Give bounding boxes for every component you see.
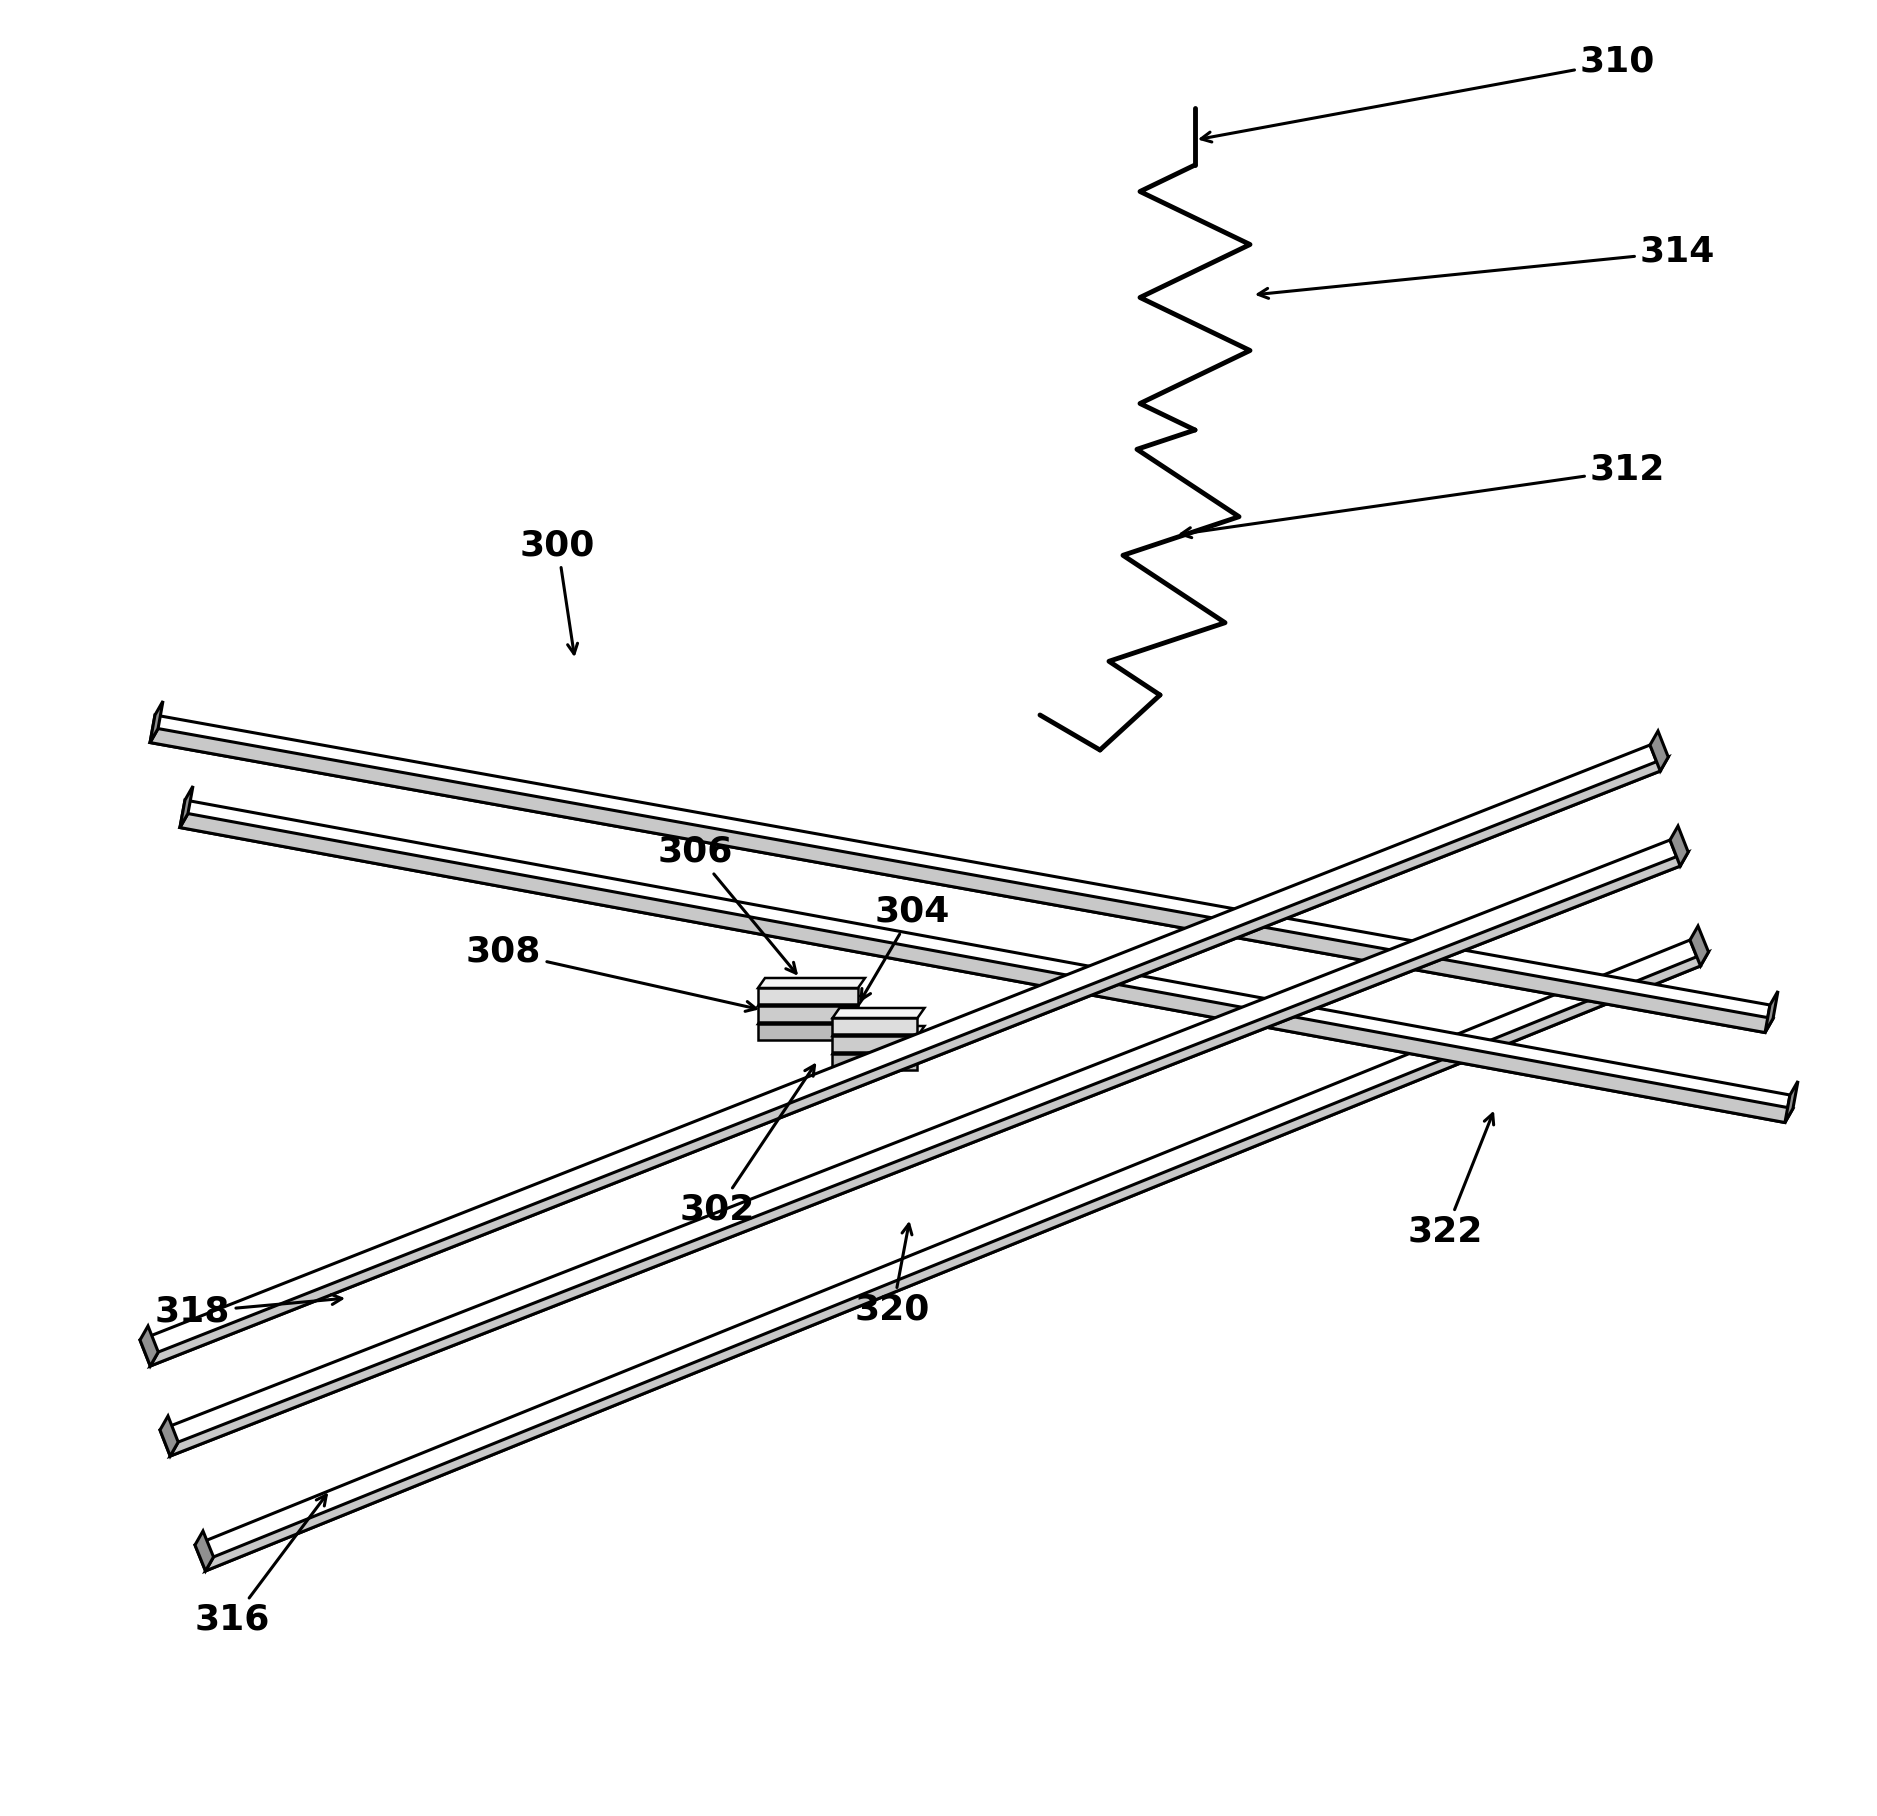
Polygon shape [150,757,1669,1366]
Polygon shape [758,1013,865,1024]
Polygon shape [160,841,1680,1456]
Polygon shape [833,1053,918,1070]
Text: 300: 300 [520,528,595,654]
Text: 318: 318 [156,1295,342,1329]
Text: 310: 310 [1201,45,1656,142]
Text: 304: 304 [862,895,950,999]
Polygon shape [180,801,1791,1122]
Polygon shape [833,1008,925,1019]
Polygon shape [141,1326,158,1366]
Text: 308: 308 [465,935,756,1012]
Polygon shape [833,1026,925,1035]
Polygon shape [758,979,865,988]
Text: 314: 314 [1258,234,1716,298]
Polygon shape [1689,926,1708,966]
Polygon shape [1650,732,1669,772]
Polygon shape [205,952,1708,1571]
Polygon shape [758,1024,858,1041]
Text: 302: 302 [679,1066,815,1228]
Text: 320: 320 [856,1224,931,1327]
Polygon shape [758,995,865,1006]
Polygon shape [150,701,163,743]
Text: 312: 312 [1181,452,1665,538]
Polygon shape [150,716,1770,1033]
Polygon shape [1785,1081,1798,1122]
Text: 306: 306 [659,835,796,973]
Polygon shape [171,852,1687,1456]
Polygon shape [1764,992,1778,1033]
Polygon shape [758,1006,858,1022]
Polygon shape [150,728,1774,1033]
Polygon shape [141,745,1661,1366]
Polygon shape [833,1035,918,1051]
Polygon shape [758,988,858,1004]
Polygon shape [180,786,193,828]
Text: 322: 322 [1408,1113,1494,1249]
Polygon shape [1671,826,1687,866]
Polygon shape [195,941,1701,1571]
Polygon shape [160,1416,178,1456]
Text: 316: 316 [195,1495,327,1636]
Polygon shape [195,1531,214,1571]
Polygon shape [833,1044,925,1053]
Polygon shape [833,1019,918,1033]
Polygon shape [180,814,1793,1122]
